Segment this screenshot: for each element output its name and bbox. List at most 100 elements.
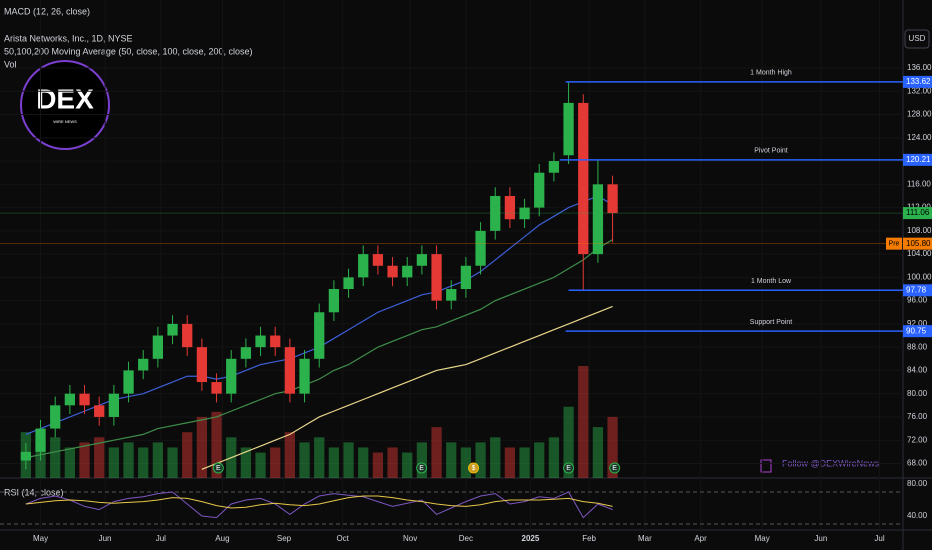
y-tick-label: 72.00 [907, 435, 928, 444]
pre-tag-text: Pre [889, 240, 900, 247]
candle-body [548, 161, 560, 173]
volume-bar [94, 437, 105, 478]
volume-bar [167, 447, 178, 478]
candle-body [460, 265, 472, 290]
x-tick-label: Jul [156, 534, 166, 543]
volume-bar [196, 416, 208, 478]
y-tick-label: 80.00 [907, 389, 928, 398]
currency[interactable]: USD [909, 34, 926, 43]
level-value: 120.21 [906, 155, 931, 164]
macd-legend: MACD (12, 26, close) [4, 6, 90, 16]
volume-bar [314, 437, 325, 478]
candle-body [284, 347, 296, 394]
y-tick-label: 108.00 [907, 226, 932, 235]
volume-bar [255, 452, 266, 478]
volume-bar [519, 447, 530, 478]
rsi-legend: RSI (14, close) [4, 487, 64, 497]
level-value: 97.78 [906, 285, 927, 294]
candle-body [196, 347, 208, 383]
event-marker [212, 462, 224, 474]
volume-bar [284, 432, 296, 478]
event-label: E [419, 465, 424, 472]
pre-price-value: 105.80 [906, 239, 931, 248]
volume-bar [387, 447, 398, 478]
volume-bar [431, 427, 442, 478]
candle-body [108, 393, 120, 417]
candle-body [20, 451, 32, 461]
y-tick-label: 84.00 [907, 366, 928, 375]
candle-body [592, 184, 604, 255]
candle-body [563, 102, 574, 156]
level-tag [903, 325, 932, 338]
event-label: E [612, 465, 617, 472]
x-tick-label: May [755, 534, 770, 543]
x-tick-label: Jul [874, 534, 884, 543]
volume-bar [592, 427, 604, 478]
last-price-value: 111.06 [906, 208, 930, 217]
volume-bar [211, 411, 222, 478]
volume-bar [182, 432, 193, 478]
candle-body [431, 254, 442, 301]
volume-bar [402, 452, 413, 478]
x-tick-label: Jun [99, 534, 112, 543]
volume-bar [299, 442, 310, 478]
volume-bar [475, 442, 486, 478]
volume-bar [358, 447, 369, 478]
last-price-tag [903, 207, 932, 220]
candle-body [167, 323, 178, 336]
volume-bar [50, 437, 61, 478]
y-tick-label: 92.00 [907, 319, 928, 328]
x-tick-label: Feb [582, 534, 596, 543]
candle-body [358, 254, 369, 278]
y-tick-label: 68.00 [907, 459, 928, 468]
candle-body [123, 370, 134, 394]
volume-bar [108, 447, 120, 478]
volume-bar [343, 442, 354, 478]
x-tick-label: Apr [694, 534, 707, 543]
y-tick-label: 136.00 [907, 63, 932, 72]
event-label: E [566, 465, 571, 472]
y-tick-label: 128.00 [907, 110, 932, 119]
x-tick-label: Jun [814, 534, 827, 543]
y-tick-label: 116.00 [907, 179, 931, 188]
candle-body [607, 184, 618, 214]
y-tick-label: 132.00 [907, 86, 932, 95]
candle-body [446, 289, 457, 301]
x-tick-label: May [33, 534, 48, 543]
candle-body [211, 382, 222, 394]
level-tag [903, 153, 932, 166]
volume-bar [416, 442, 428, 478]
candle-body [255, 335, 266, 348]
level-label: 1 Month High [750, 70, 792, 77]
candle-body [152, 335, 164, 359]
event-marker [609, 462, 621, 474]
vol-legend: Vol [4, 59, 17, 69]
volume-bar [138, 447, 149, 478]
x-tick-label: Dec [459, 534, 473, 543]
volume-bar [270, 447, 281, 478]
level-value: 133.62 [906, 77, 931, 86]
rsi-tick-label: 40.00 [907, 511, 928, 520]
event-marker [416, 462, 428, 474]
level-label: Pivot Point [754, 148, 788, 155]
candle-body [534, 172, 545, 208]
event-marker [563, 462, 575, 474]
candle-body [138, 358, 149, 371]
candle-body [64, 393, 76, 406]
candle-body [50, 405, 61, 429]
candle-body [94, 405, 105, 417]
currency-box[interactable] [904, 29, 930, 49]
moving-average [25, 239, 613, 459]
follow-icon [760, 459, 772, 473]
candle-body [35, 428, 46, 452]
rsi-ma-line [25, 495, 613, 509]
candle-body [182, 323, 193, 348]
x-tick-label: Aug [215, 534, 229, 543]
volume-bar [152, 442, 164, 478]
candle-body [328, 289, 340, 313]
volume-bar [372, 452, 384, 478]
candle-body [79, 393, 90, 406]
event-label: E [216, 465, 221, 472]
candle-body [240, 347, 252, 359]
